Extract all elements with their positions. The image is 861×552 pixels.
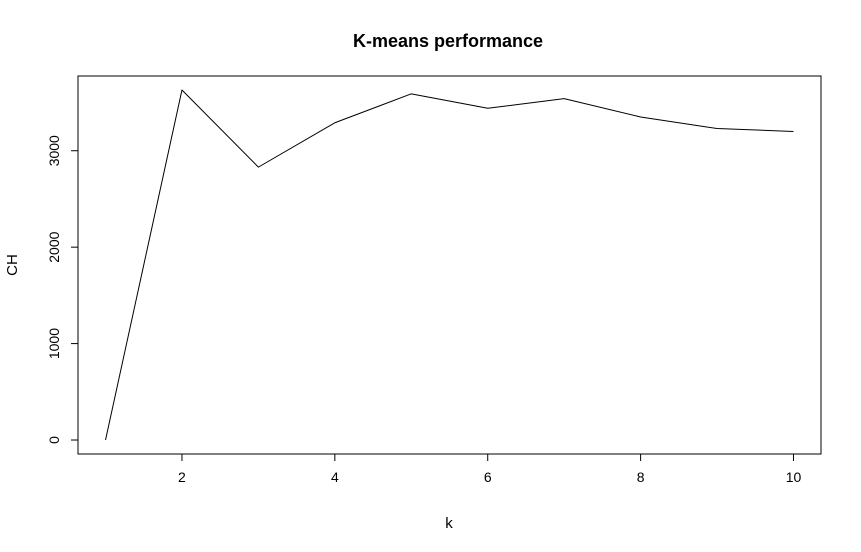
- chart-title: K-means performance: [353, 31, 543, 51]
- x-axis-label: k: [445, 515, 453, 532]
- y-tick-label: 0: [46, 436, 62, 444]
- x-axis: 2 4 6 8 10: [178, 453, 802, 485]
- series-layer: [105, 89, 794, 441]
- x-tick-label: 6: [484, 469, 492, 485]
- y-tick-label: 2000: [46, 231, 62, 262]
- x-tick-label: 10: [786, 469, 802, 485]
- x-tick-label: 8: [637, 469, 645, 485]
- series-line: [105, 89, 794, 441]
- x-tick-label: 2: [178, 469, 186, 485]
- y-axis: 0 1000 2000 3000: [46, 135, 79, 444]
- y-tick-label: 1000: [46, 328, 62, 359]
- y-tick-label: 3000: [46, 135, 62, 166]
- x-tick-label: 4: [331, 469, 339, 485]
- plot-frame: [77, 75, 822, 455]
- y-axis-label: CH: [4, 254, 21, 276]
